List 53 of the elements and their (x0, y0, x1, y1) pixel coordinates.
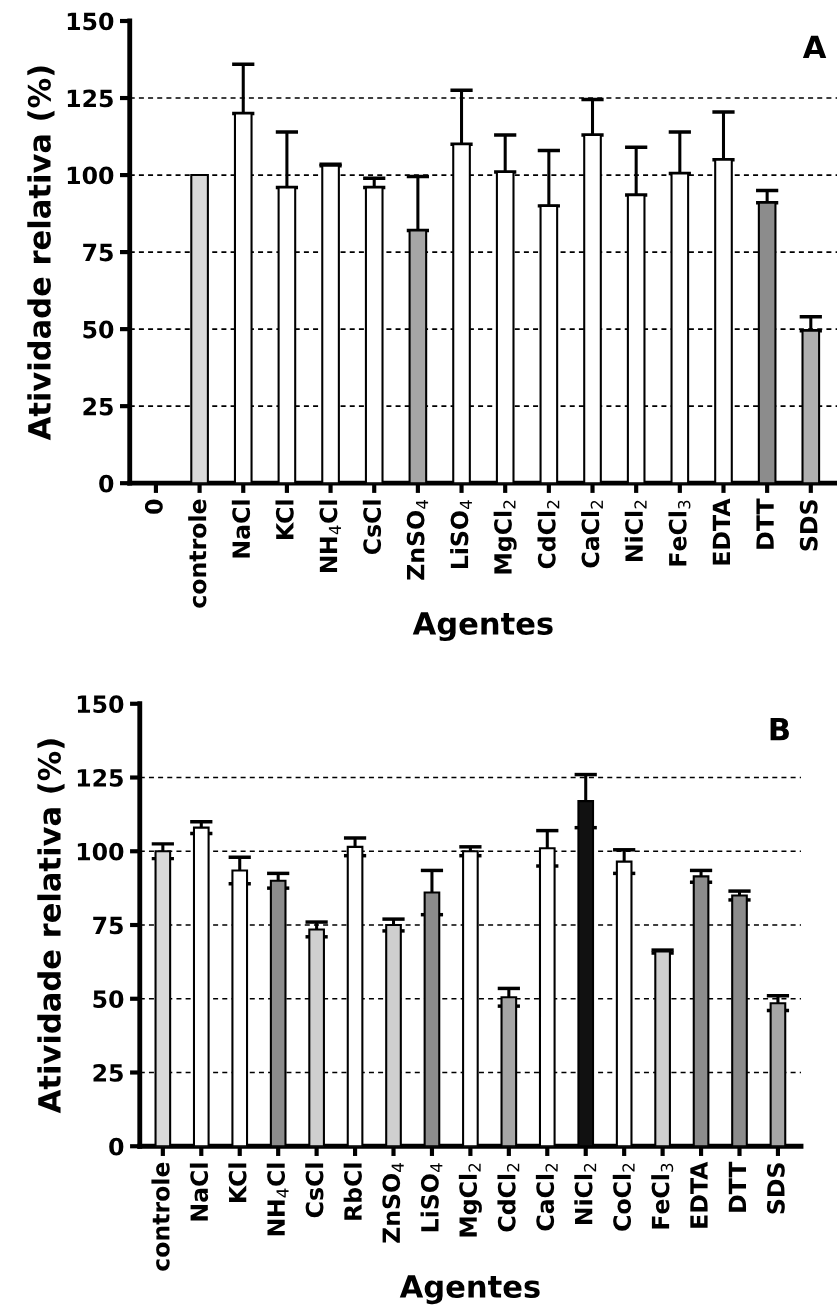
x-tick-label: CsCl (362, 500, 382, 555)
y-tick-label: 125 (67, 89, 113, 108)
x-tick-label: DTT (756, 498, 774, 549)
x-tick-label: CdCl$_{2}$ (497, 1163, 520, 1232)
annotation: A (802, 35, 827, 59)
x-tick-label: CaCl$_{2}$ (535, 1163, 558, 1231)
y-axis-title: Atividade relativa (%) (27, 66, 55, 441)
x-axis-title: Agentes (399, 1275, 540, 1305)
x-tick-label: LiSO$_{4}$ (420, 1163, 443, 1232)
x-tick-label: MgCl$_{2}$ (458, 1163, 482, 1237)
y-tick-label: 75 (83, 243, 113, 262)
y-tick-label: 0 (99, 474, 114, 493)
x-tick-label: controle (151, 1162, 170, 1271)
y-tick-label: 150 (67, 12, 114, 31)
y-tick-label: 125 (77, 768, 123, 787)
x-tick-label: FeCl$_{3}$ (651, 1163, 674, 1229)
annotation: B (770, 717, 789, 741)
x-tick-label: controle (188, 499, 207, 608)
x-tick-label: DTT (728, 1161, 747, 1212)
y-tick-label: 25 (83, 397, 113, 416)
y-tick-label: 75 (93, 916, 123, 935)
x-tick-label: EDTA (690, 1161, 708, 1228)
x-tick-label: NiCl$_{2}$ (624, 500, 647, 561)
x-tick-label: SDS (799, 500, 818, 551)
x-tick-label: ZnSO$_{4}$ (406, 500, 429, 580)
y-tick-label: 50 (83, 320, 114, 339)
x-tick-label: 0 (144, 499, 163, 514)
x-tick-label: SDS (766, 1163, 785, 1214)
y-axis-title: Atividade relativa (%) (37, 739, 65, 1114)
y-tick-label: 150 (77, 695, 124, 714)
x-tick-label: RbCl (343, 1163, 362, 1220)
x-tick-label: KCl (275, 500, 294, 539)
y-tick-label: 25 (93, 1063, 123, 1082)
x-tick-label: MgCl$_{2}$ (493, 500, 517, 574)
y-tick-label: 100 (67, 166, 114, 185)
x-tick-label: CdCl$_{2}$ (537, 500, 560, 569)
x-tick-label: NaCl (231, 500, 251, 558)
x-tick-label: ZnSO$_{4}$ (382, 1163, 404, 1243)
x-tick-label: EDTA (712, 498, 730, 565)
x-tick-label: CsCl (305, 1163, 324, 1218)
x-tick-label: NH$_{4}$Cl (319, 500, 341, 573)
x-axis-title: Agentes (412, 612, 553, 642)
x-tick-label: CoCl$_{2}$ (612, 1163, 635, 1231)
y-tick-label: 100 (77, 842, 124, 861)
x-tick-label: KCl (228, 1163, 247, 1203)
x-tick-label: LiSO$_{4}$ (450, 500, 472, 569)
x-tick-label: NaCl (189, 1163, 209, 1221)
y-tick-label: 0 (109, 1137, 124, 1156)
x-tick-label: FeCl$_{3}$ (668, 500, 691, 566)
x-tick-label: NiCl$_{2}$ (574, 1163, 597, 1225)
y-tick-label: 50 (93, 990, 124, 1009)
x-tick-label: CaCl$_{2}$ (581, 500, 603, 568)
x-tick-label: NH$_{4}$Cl (266, 1163, 289, 1236)
